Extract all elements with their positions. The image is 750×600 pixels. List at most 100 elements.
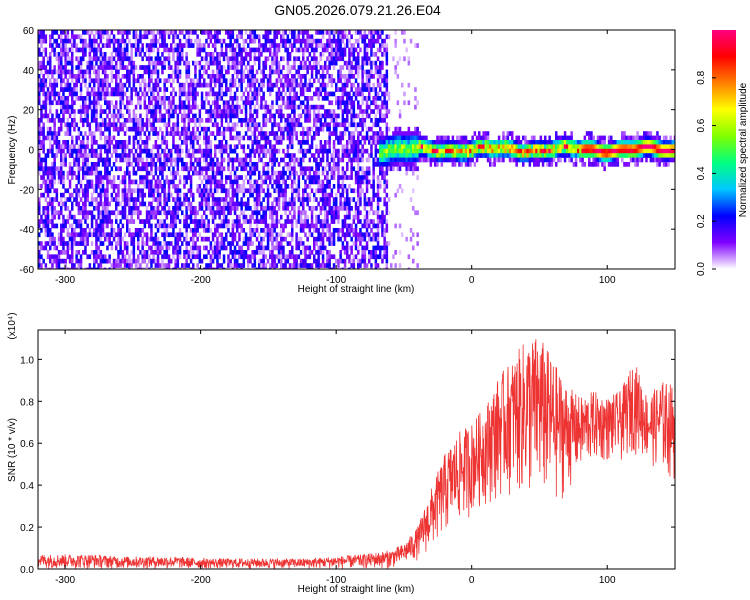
heatmap-cell: [167, 148, 171, 154]
heatmap-cell: [79, 34, 83, 40]
heatmap-cell: [46, 206, 50, 211]
heatmap-cell: [220, 96, 224, 101]
heatmap-cell: [145, 34, 149, 40]
heatmap-cell: [229, 109, 232, 114]
heatmap-cell: [128, 96, 131, 101]
heatmap-cell: [321, 179, 325, 185]
heatmap-cell: [328, 206, 331, 211]
heatmap-cell: [163, 254, 166, 260]
heatmap-cell: [308, 126, 312, 132]
heatmap-cell: [341, 188, 345, 194]
heatmap-cell: [57, 148, 61, 154]
heatmap-cell: [288, 184, 292, 189]
heatmap-cell: [163, 166, 166, 172]
heatmap-cell: [62, 109, 65, 114]
heatmap-cell: [297, 241, 301, 246]
heatmap-cell: [38, 162, 41, 167]
heatmap-cell: [251, 170, 254, 176]
heatmap-cell: [299, 162, 303, 167]
heatmap-cell: [286, 135, 290, 141]
heatmap-cell: [84, 157, 87, 163]
heatmap-cell: [84, 192, 87, 198]
heatmap-cell: [328, 113, 331, 119]
heatmap-cell: [156, 223, 160, 229]
heatmap-cell: [313, 157, 316, 163]
heatmap-cell: [291, 65, 294, 70]
heatmap-cell: [328, 258, 331, 264]
heatmap-cell: [148, 52, 151, 57]
heatmap-cell: [335, 162, 338, 167]
heatmap-cell: [291, 192, 294, 198]
heatmap-cell: [71, 258, 74, 264]
heatmap-cell: [273, 148, 276, 154]
heatmap-cell: [266, 82, 270, 88]
heatmap-cell: [90, 38, 94, 44]
heatmap-cell: [101, 56, 105, 62]
heatmap-cell: [233, 47, 237, 53]
heatmap-cell: [159, 223, 162, 229]
heatmap-cell: [286, 113, 290, 119]
heatmap-cell: [170, 96, 173, 101]
heatmap-cell: [77, 96, 81, 101]
heatmap-cell: [328, 166, 331, 172]
heatmap-cell: [97, 96, 100, 101]
heatmap-cell: [38, 210, 41, 216]
heatmap-cell: [189, 157, 193, 163]
heatmap-cell: [183, 126, 186, 132]
heatmap-cell: [330, 78, 334, 84]
heatmap-cell: [161, 170, 164, 176]
heatmap-cell: [172, 131, 175, 136]
heatmap-cell: [247, 153, 250, 158]
heatmap-cell: [66, 241, 70, 246]
heatmap-cell: [220, 245, 224, 251]
heatmap-cell: [284, 118, 287, 123]
heatmap-cell: [156, 188, 160, 194]
heatmap-cell: [255, 267, 259, 269]
heatmap-cell: [277, 201, 281, 207]
heatmap-cell: [227, 126, 230, 132]
heatmap-cell: [255, 184, 259, 189]
heatmap-cell: [148, 109, 151, 114]
heatmap-cell: [196, 43, 199, 48]
heatmap-cell: [55, 78, 59, 84]
heatmap-cell: [167, 241, 171, 246]
heatmap-cell: [229, 87, 232, 92]
heatmap-cell: [126, 201, 129, 207]
heatmap-cell: [119, 56, 122, 62]
heatmap-cell: [172, 250, 175, 255]
heatmap-cell: [134, 52, 138, 57]
heatmap-cell: [84, 210, 87, 216]
heatmap-cell: [95, 267, 98, 269]
heatmap-cell: [253, 87, 257, 92]
heatmap-cell: [343, 91, 347, 97]
heatmap-cell: [337, 34, 340, 40]
heatmap-cell: [181, 43, 184, 48]
heatmap-cell: [231, 126, 235, 132]
heatmap-cell: [302, 188, 305, 194]
heatmap-cell: [170, 192, 173, 198]
heatmap-cell: [165, 179, 169, 185]
heatmap-cell: [302, 201, 305, 207]
heatmap-cell: [46, 131, 50, 136]
heatmap-cell: [335, 47, 338, 53]
heatmap-cell: [319, 223, 323, 229]
heatmap-cell: [165, 153, 169, 158]
heatmap-cell: [121, 47, 125, 53]
heatmap-cell: [275, 210, 279, 216]
heatmap-cell: [198, 201, 202, 207]
heatmap-cell: [260, 104, 263, 110]
heatmap-cell: [150, 179, 153, 185]
heatmap-cell: [337, 157, 340, 163]
heatmap-cell: [115, 201, 118, 207]
heatmap-cell: [319, 236, 323, 242]
heatmap-cell: [253, 30, 257, 35]
heatmap-cell: [145, 157, 149, 163]
heatmap-cell: [117, 74, 120, 79]
heatmap-cell: [192, 104, 195, 110]
heatmap-cell: [275, 197, 279, 202]
heatmap-cell: [150, 188, 153, 194]
heatmap-cell: [110, 232, 114, 238]
heatmap-cell: [343, 170, 347, 176]
heatmap-cell: [119, 82, 122, 88]
heatmap-cell: [255, 250, 259, 255]
